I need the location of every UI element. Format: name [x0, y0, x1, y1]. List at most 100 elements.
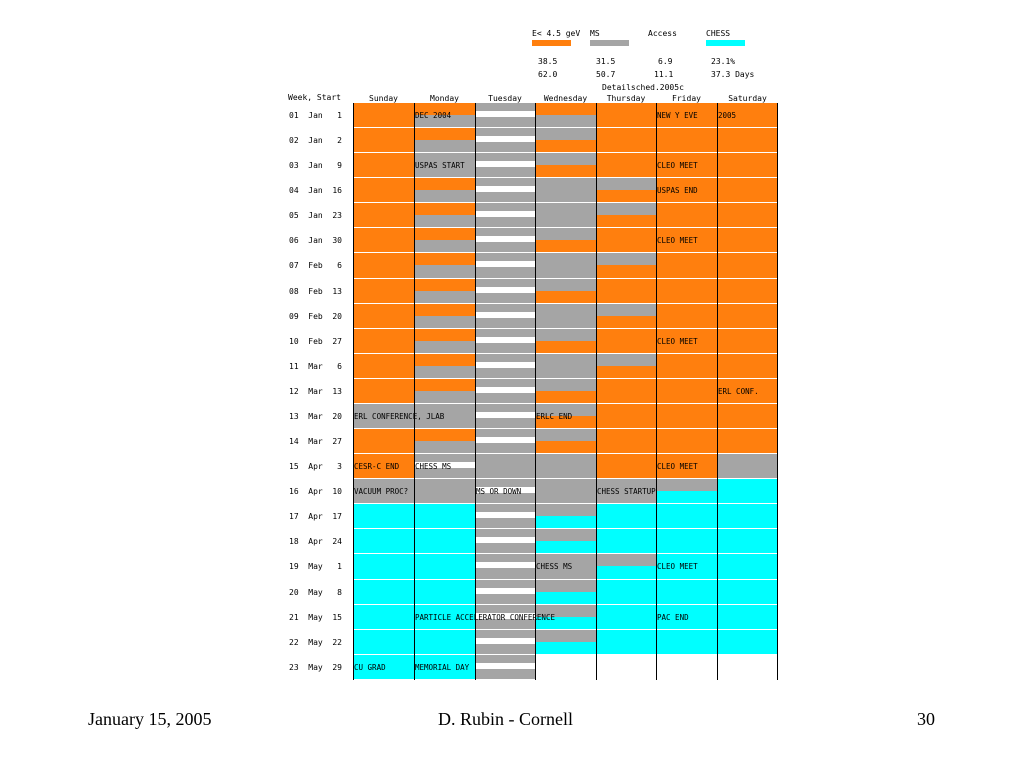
schedule-cell — [656, 178, 717, 203]
schedule-cell — [475, 504, 535, 529]
week-label: 15 Apr 3 — [289, 462, 342, 471]
schedule-cell — [596, 655, 656, 680]
schedule-cell — [656, 504, 717, 529]
schedule-cell — [353, 228, 414, 253]
legend-label-ms: MS — [590, 29, 600, 38]
schedule-cell — [535, 228, 596, 253]
schedule-cell — [414, 103, 475, 128]
schedule-cell — [717, 655, 777, 680]
week-start-header: Week, Start — [288, 93, 341, 102]
schedule-cell — [414, 580, 475, 605]
row-divider — [353, 478, 777, 479]
event-label: CLEO MEET — [657, 337, 698, 346]
schedule-cell — [717, 580, 777, 605]
day-header-friday: Friday — [672, 94, 701, 103]
event-label: ERL CONF. — [718, 387, 759, 396]
column-divider — [717, 103, 718, 680]
legend-label-chess: CHESS — [706, 29, 731, 38]
schedule-cell — [535, 103, 596, 128]
week-label: 01 Jan 1 — [289, 111, 342, 120]
schedule-cell — [596, 479, 656, 504]
schedule-cell — [596, 253, 656, 279]
schedule-cell — [717, 178, 777, 203]
schedule-cell — [353, 630, 414, 655]
week-label: 08 Feb 13 — [289, 287, 342, 296]
week-label: 18 Apr 24 — [289, 537, 342, 546]
event-label: MEMORIAL DAY — [415, 663, 470, 672]
legend-label-e: E< 4.5 geV — [532, 29, 581, 38]
schedule-cell — [596, 203, 656, 228]
schedule-cell — [656, 354, 717, 379]
event-label: CHESS MS — [415, 462, 452, 471]
event-label: ERL CONFERENCE, JLAB — [354, 412, 445, 421]
schedule-cell — [596, 429, 656, 454]
schedule-cell — [535, 655, 596, 680]
column-divider — [475, 103, 476, 680]
schedule-cell — [353, 429, 414, 454]
event-label: CLEO MEET — [657, 236, 698, 245]
row-divider — [353, 202, 777, 203]
schedule-cell — [475, 454, 535, 479]
schedule-cell — [717, 103, 777, 128]
schedule-cell — [656, 429, 717, 454]
event-label: CHESS STARTUP — [597, 487, 656, 496]
schedule-cell — [656, 203, 717, 228]
schedule-cell — [596, 529, 656, 554]
week-label: 05 Jan 23 — [289, 211, 342, 220]
schedule-cell — [596, 454, 656, 479]
schedule-cell — [414, 329, 475, 354]
week-label: 12 Mar 13 — [289, 387, 342, 396]
schedule-cell — [717, 329, 777, 354]
schedule-cell — [414, 655, 475, 680]
schedule-cell — [414, 178, 475, 203]
schedule-cell — [414, 479, 475, 504]
event-label: USPAS END — [657, 186, 698, 195]
schedule-cell — [414, 605, 475, 630]
schedule-cell — [717, 228, 777, 253]
event-label: CU GRAD — [354, 663, 386, 672]
schedule-grid: 01 Jan 1 02 Jan 2 03 Jan 9 04 Jan 16 05 Jan … — [285, 103, 778, 680]
schedule-cell — [414, 504, 475, 529]
week-label: 16 Apr 10 — [289, 487, 342, 496]
schedule-cell — [353, 379, 414, 404]
schedule-cell — [414, 554, 475, 580]
schedule-cell — [353, 103, 414, 128]
schedule-cell — [596, 504, 656, 529]
schedule-cell — [475, 429, 535, 454]
schedule-cell — [656, 304, 717, 329]
event-label: VACUUM PROC? — [354, 487, 409, 496]
schedule-cell — [535, 203, 596, 228]
row-divider — [353, 428, 777, 429]
schedule-cell — [656, 580, 717, 605]
schedule-cell — [353, 554, 414, 580]
day-header-saturday: Saturday — [728, 94, 767, 103]
row-divider — [353, 278, 777, 279]
week-label: 04 Jan 16 — [289, 186, 342, 195]
schedule-cell — [717, 379, 777, 404]
legend-r1-2: 6.9 — [658, 57, 673, 66]
schedule-cell — [414, 279, 475, 304]
schedule-cell — [475, 404, 535, 429]
event-label: 2005 — [718, 111, 737, 120]
event-label: CLEO MEET — [657, 562, 698, 571]
schedule-cell — [353, 279, 414, 304]
schedule-cell — [353, 529, 414, 554]
footer-date: January 15, 2005 — [88, 709, 212, 729]
week-label: 06 Jan 30 — [289, 236, 342, 245]
schedule-cell — [535, 605, 596, 630]
row-divider — [353, 328, 777, 329]
schedule-cell — [475, 153, 535, 178]
schedule-cell — [596, 580, 656, 605]
schedule-cell — [535, 304, 596, 329]
schedule-cell — [656, 253, 717, 279]
schedule-cell — [656, 379, 717, 404]
schedule-cell — [656, 153, 717, 178]
schedule-cell — [353, 203, 414, 228]
schedule-cell — [475, 228, 535, 253]
week-label: 23 May 29 — [289, 663, 342, 672]
schedule-cell — [535, 253, 596, 279]
event-label: CLEO MEET — [657, 161, 698, 170]
schedule-cell — [717, 153, 777, 178]
footer-page-number: 30 — [917, 709, 935, 729]
event-label: DEC 2004 — [415, 111, 452, 120]
